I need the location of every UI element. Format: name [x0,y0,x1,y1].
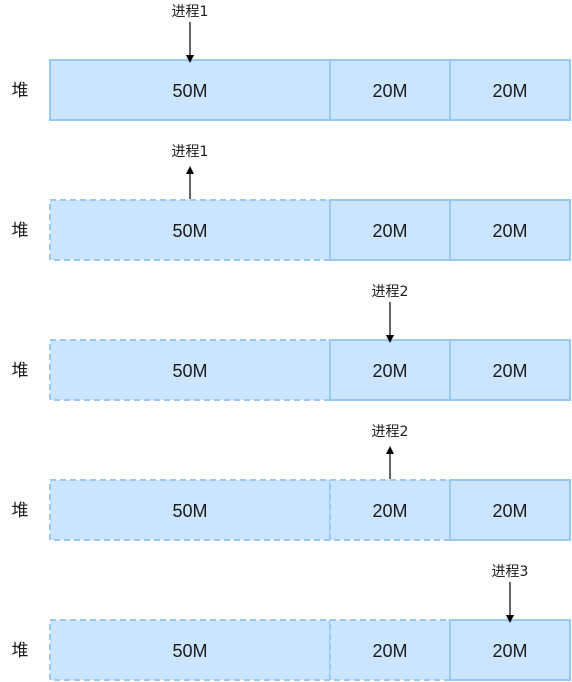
heap-row-label: 堆 [12,641,29,661]
memory-block-size-label: 20M [492,361,527,381]
process-label: 进程2 [372,424,409,440]
memory-block-allocated [329,339,451,401]
memory-block-size-label: 20M [492,81,527,101]
memory-block-size-label: 20M [372,221,407,241]
memory-block-allocated [449,59,571,121]
memory-block-size-label: 20M [372,641,407,661]
memory-block-freed [49,339,331,401]
memory-block-size-label: 20M [372,501,407,521]
memory-block-size-label: 50M [172,81,207,101]
process-label: 进程2 [372,284,409,300]
memory-block-size-label: 20M [492,221,527,241]
memory-block-allocated [449,479,571,541]
memory-block-freed [329,479,451,541]
heap-row: 堆 50M 20M 20M 进程2 [12,284,571,401]
memory-block-size-label: 50M [172,641,207,661]
memory-block-freed [49,479,331,541]
memory-block-freed [49,619,331,681]
heap-row-label: 堆 [12,221,29,241]
memory-block-size-label: 20M [372,81,407,101]
process-label: 进程1 [172,4,209,20]
heap-row: 堆 50M 20M 20M 进程1 [12,4,571,121]
heap-row: 堆 50M 20M 20M 进程3 [12,564,571,681]
heap-row-label: 堆 [12,361,29,381]
memory-block-allocated [449,619,571,681]
memory-block-allocated [449,199,571,261]
memory-block-freed [329,619,451,681]
heap-row: 堆 50M 20M 20M 进程1 [12,144,571,261]
memory-block-allocated [49,59,331,121]
process-label: 进程3 [492,564,529,580]
memory-block-size-label: 50M [172,361,207,381]
heap-row: 堆 50M 20M 20M 进程2 [12,424,571,541]
memory-block-size-label: 50M [172,501,207,521]
memory-block-size-label: 20M [492,501,527,521]
heap-row-label: 堆 [12,501,29,521]
heap-row-label: 堆 [12,81,29,101]
process-label: 进程1 [172,144,209,160]
memory-block-size-label: 50M [172,221,207,241]
memory-block-size-label: 20M [492,641,527,661]
memory-block-size-label: 20M [372,361,407,381]
memory-block-allocated [449,339,571,401]
memory-block-allocated [329,59,451,121]
